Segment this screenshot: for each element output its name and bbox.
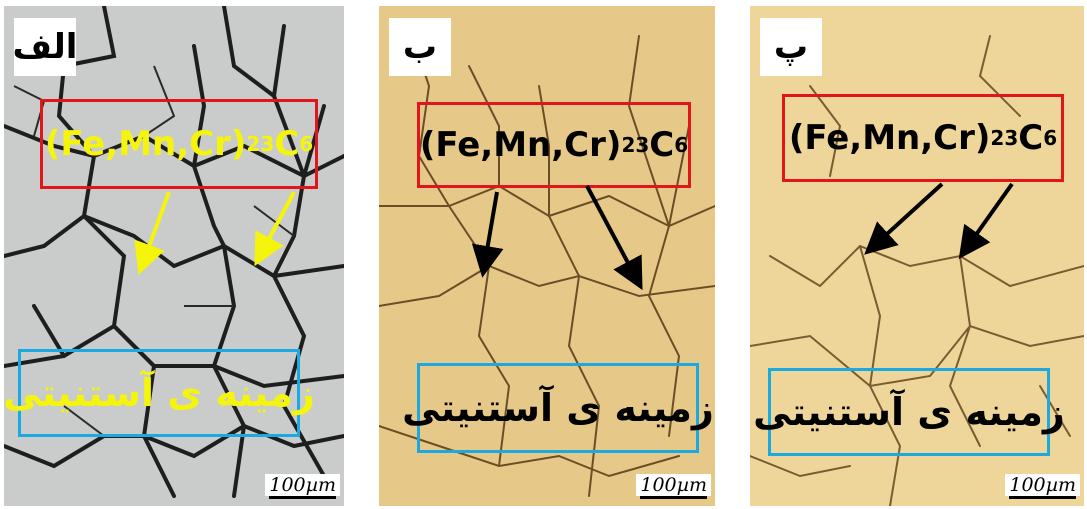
formula-carbon: C [1018,118,1044,158]
formula-subscript-1: 23 [246,132,275,156]
scale-bar: 100µm [636,474,711,499]
formula-subscript-2: 6 [299,132,314,156]
micrograph-panel-b: ب (Fe,Mn,Cr) 23 C 6 زمینه ی آستنیتی 100µm [379,6,715,506]
austenite-matrix-label: زمینه ی آستنیتی [402,363,714,453]
carbide-formula-label: (Fe,Mn,Cr) 23 C 6 [782,94,1064,182]
austenite-matrix-label: زمینه ی آستنیتی [4,349,315,437]
micrograph-image-c [750,6,1084,506]
formula-subscript-1: 23 [621,133,650,157]
scale-bar: 100µm [265,474,340,499]
formula-carbon: C [649,125,675,165]
panel-letter: پ [760,18,822,76]
micrograph-panel-c: پ (Fe,Mn,Cr) 23 C 6 زمینه ی آستنیتی 100µm [750,6,1084,506]
micrograph-panel-a: الف (Fe,Mn,Cr) 23 C 6 زمینه ی آستنیتی 100µm [4,6,344,506]
formula-carbon: C [274,124,300,164]
micrograph-image-b [379,6,715,506]
carbide-formula-label: (Fe,Mn,Cr) 23 C 6 [40,99,318,189]
formula-main: (Fe,Mn,Cr) [788,118,991,158]
formula-main: (Fe,Mn,Cr) [44,124,247,164]
micrograph-image-a [4,6,344,506]
austenite-matrix-label: زمینه ی آستنیتی [753,368,1065,456]
formula-subscript-2: 6 [1043,126,1058,150]
formula-subscript-2: 6 [674,133,689,157]
formula-main: (Fe,Mn,Cr) [419,125,622,165]
formula-subscript-1: 23 [990,126,1019,150]
panel-letter: الف [13,18,77,76]
carbide-formula-label: (Fe,Mn,Cr) 23 C 6 [417,102,691,188]
panel-letter: ب [389,18,451,76]
scale-bar: 100µm [1005,474,1080,499]
